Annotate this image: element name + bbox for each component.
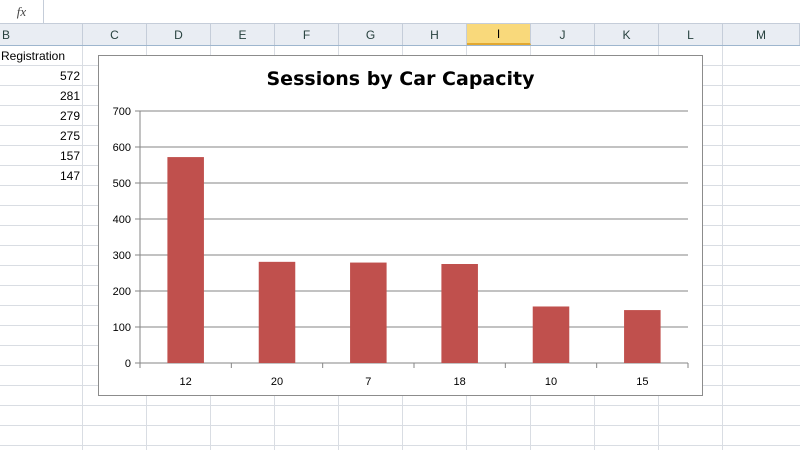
y-tick-label: 400 — [113, 214, 131, 226]
column-header-b[interactable]: B — [0, 24, 83, 45]
bar — [532, 306, 570, 363]
column-header-l[interactable]: L — [659, 24, 723, 45]
x-tick-label: 10 — [545, 376, 557, 388]
chart-plot: 0 100 200 300 400 500 600 700 12 20 7 18 10 15 — [113, 106, 689, 388]
y-tick-label: 100 — [113, 322, 131, 334]
x-tick-label: 12 — [180, 376, 192, 388]
y-tick-label: 200 — [113, 286, 131, 298]
cell-value[interactable]: 281 — [59, 89, 80, 103]
x-tick-label: 15 — [636, 376, 648, 388]
x-tick-label: 20 — [271, 376, 283, 388]
column-header-j[interactable]: J — [531, 24, 595, 45]
cell-value[interactable]: 572 — [59, 69, 80, 83]
column-headers: B C D E F G H I J K L M — [0, 24, 800, 46]
column-header-h[interactable]: H — [403, 24, 467, 45]
column-header-f[interactable]: F — [275, 24, 339, 45]
x-tick-label: 18 — [454, 376, 466, 388]
fx-icon[interactable]: fx — [0, 0, 44, 23]
bar — [350, 262, 387, 363]
column-header-m[interactable]: M — [723, 24, 800, 45]
bar — [441, 264, 478, 363]
y-tick-label: 600 — [113, 142, 131, 154]
column-header-e[interactable]: E — [211, 24, 275, 45]
bar-chart[interactable]: Sessions by Car Capacity 0 100 200 300 400 50… — [98, 55, 703, 396]
column-header-i[interactable]: I — [467, 24, 531, 45]
column-header-c[interactable]: C — [83, 24, 147, 45]
y-tick-label: 500 — [113, 178, 131, 190]
column-header-g[interactable]: G — [339, 24, 403, 45]
x-tick-label: 7 — [365, 376, 371, 388]
cell-header-registration[interactable]: Registration — [1, 49, 66, 63]
y-tick-label: 700 — [113, 106, 131, 118]
chart-title: Sessions by Car Capacity — [266, 68, 535, 90]
bar — [258, 261, 296, 363]
column-header-d[interactable]: D — [147, 24, 211, 45]
cell-value[interactable]: 157 — [59, 149, 80, 163]
formula-bar: fx — [0, 0, 800, 24]
bar — [167, 157, 204, 363]
y-tick-label: 0 — [125, 358, 131, 370]
column-header-k[interactable]: K — [595, 24, 659, 45]
cell-value[interactable]: 279 — [59, 109, 80, 123]
formula-input[interactable] — [45, 0, 800, 23]
bar — [624, 310, 661, 363]
cell-value[interactable]: 275 — [59, 129, 80, 143]
cell-value[interactable]: 147 — [59, 169, 80, 183]
y-tick-label: 300 — [113, 250, 131, 262]
